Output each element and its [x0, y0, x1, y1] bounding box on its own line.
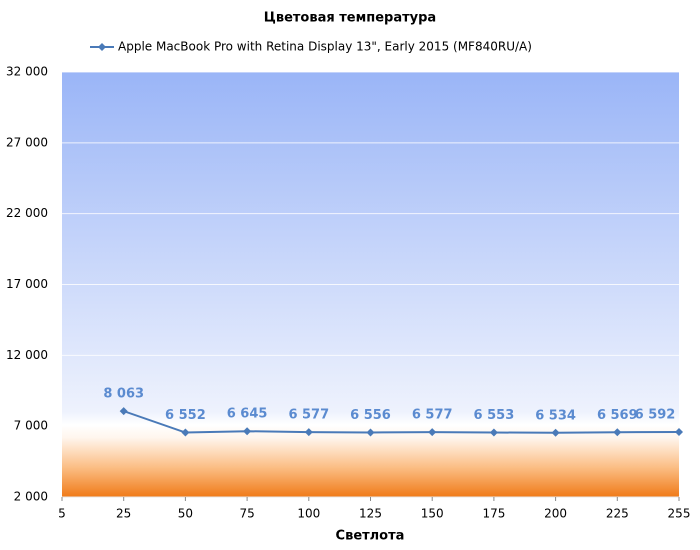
- chart-title: Цветовая температура: [264, 11, 436, 26]
- point: [181, 428, 190, 437]
- point: [119, 407, 128, 416]
- data-label: 6 645: [227, 407, 268, 422]
- x-tick-label: 25: [116, 507, 131, 521]
- point: [613, 428, 622, 437]
- y-tick-label: 7 000: [14, 419, 48, 433]
- x-tick-label: 200: [544, 507, 567, 521]
- data-label: 6 577: [288, 408, 329, 423]
- y-tick-label: 2 000: [14, 490, 48, 504]
- point: [428, 428, 437, 437]
- y-tick-label: 32 000: [6, 65, 48, 79]
- x-tick-label: 125: [359, 507, 382, 521]
- point: [304, 428, 313, 437]
- data-label: 6 552: [165, 408, 206, 423]
- x-tick-label: 255: [668, 507, 691, 521]
- legend-label: Apple MacBook Pro with Retina Display 13…: [118, 40, 532, 54]
- x-tick-label: 100: [297, 507, 320, 521]
- data-label: 6 592: [635, 407, 676, 422]
- point: [366, 428, 375, 437]
- x-tick-label: 75: [239, 507, 254, 521]
- point: [675, 427, 683, 436]
- legend-marker: [98, 43, 106, 51]
- x-tick-label: 150: [421, 507, 444, 521]
- data-label: 6 556: [350, 408, 391, 423]
- y-tick-label: 22 000: [6, 206, 48, 220]
- data-label: 8 063: [103, 387, 144, 402]
- x-tick-label: 5: [58, 507, 66, 521]
- point: [243, 427, 252, 436]
- point: [551, 428, 560, 437]
- y-tick-label: 17 000: [6, 277, 48, 291]
- data-label: 6 577: [412, 408, 453, 423]
- point: [489, 428, 498, 437]
- y-tick-label: 12 000: [6, 348, 48, 362]
- data-label: 6 553: [474, 408, 515, 423]
- data-label: 6 569: [597, 408, 638, 423]
- x-tick-label: 50: [178, 507, 193, 521]
- series-line: [123, 410, 680, 434]
- x-axis-title: Светлота: [336, 529, 405, 544]
- x-tick-label: 225: [606, 507, 629, 521]
- x-tick-label: 175: [482, 507, 505, 521]
- y-tick-label: 27 000: [6, 135, 48, 149]
- data-label: 6 534: [535, 408, 576, 423]
